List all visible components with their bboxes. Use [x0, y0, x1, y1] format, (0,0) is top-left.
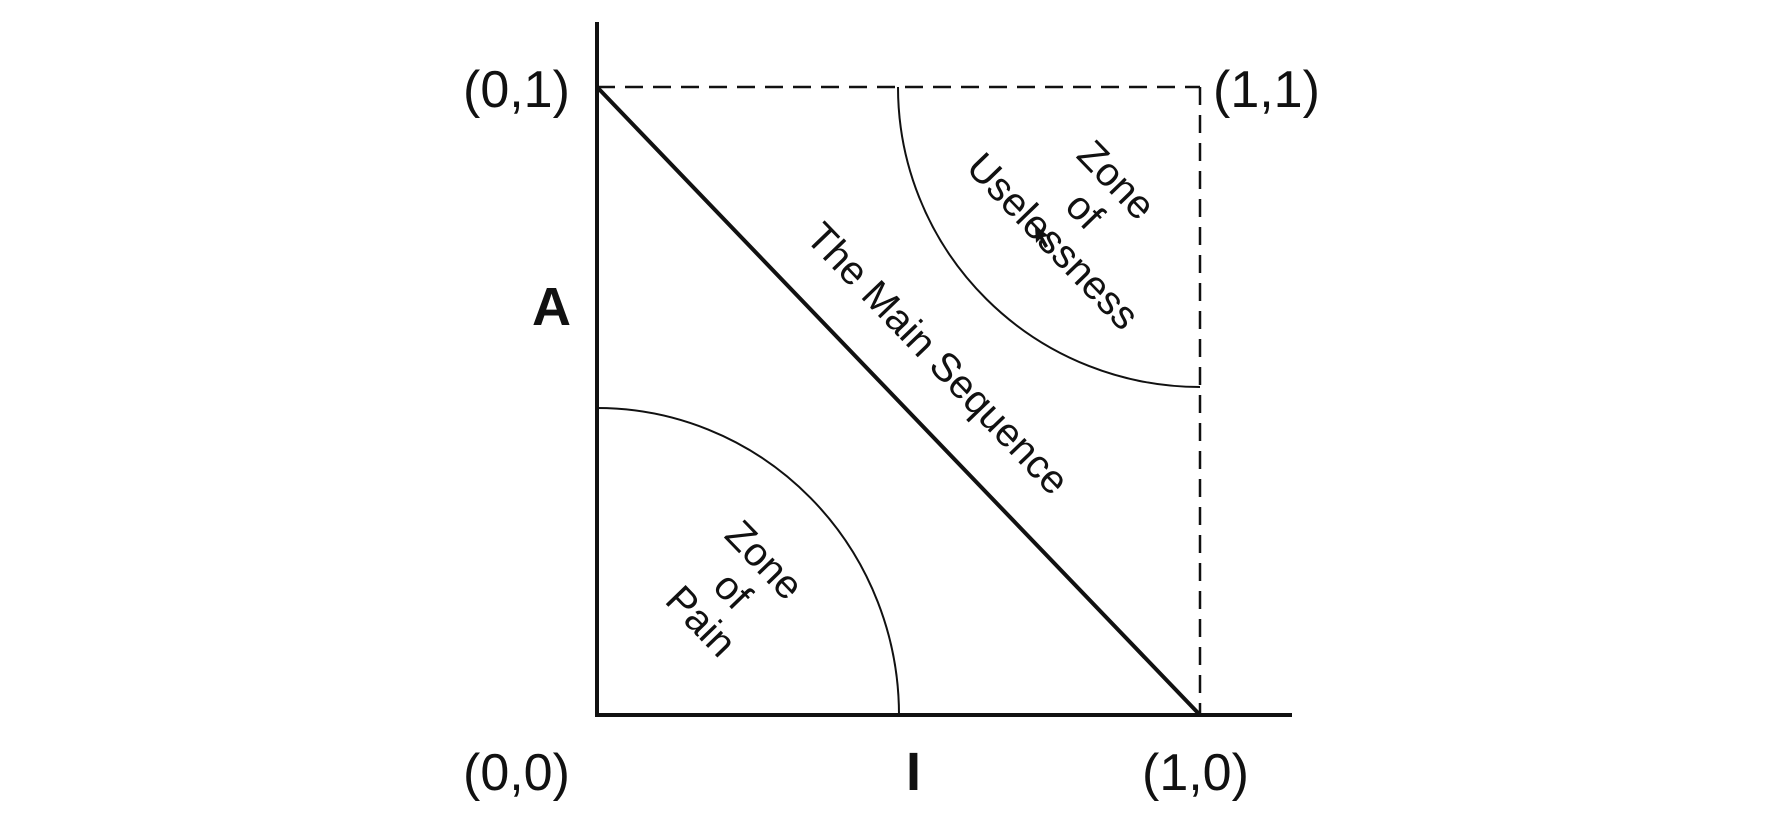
- zone-pain-arc: [596, 407, 900, 716]
- corner-label-bottom-left: (0,0): [463, 744, 570, 802]
- main-sequence-line: [595, 85, 1202, 717]
- zone-pain-label: Zone of Pain: [657, 512, 811, 665]
- x-axis-label: I: [906, 742, 921, 802]
- zone-uselessness-label: Zone of Uselessness: [958, 132, 1163, 338]
- main-sequence-label: The Main Sequence: [798, 215, 1078, 504]
- corner-label-bottom-right: (1,0): [1142, 744, 1249, 802]
- zone-uselessness-arc: [897, 86, 1201, 388]
- corner-label-top-left: (0,1): [463, 61, 570, 119]
- cursor-arrow-icon: [1035, 226, 1049, 248]
- corner-label-top-right: (1,1): [1213, 61, 1320, 119]
- y-axis-label: A: [532, 277, 571, 337]
